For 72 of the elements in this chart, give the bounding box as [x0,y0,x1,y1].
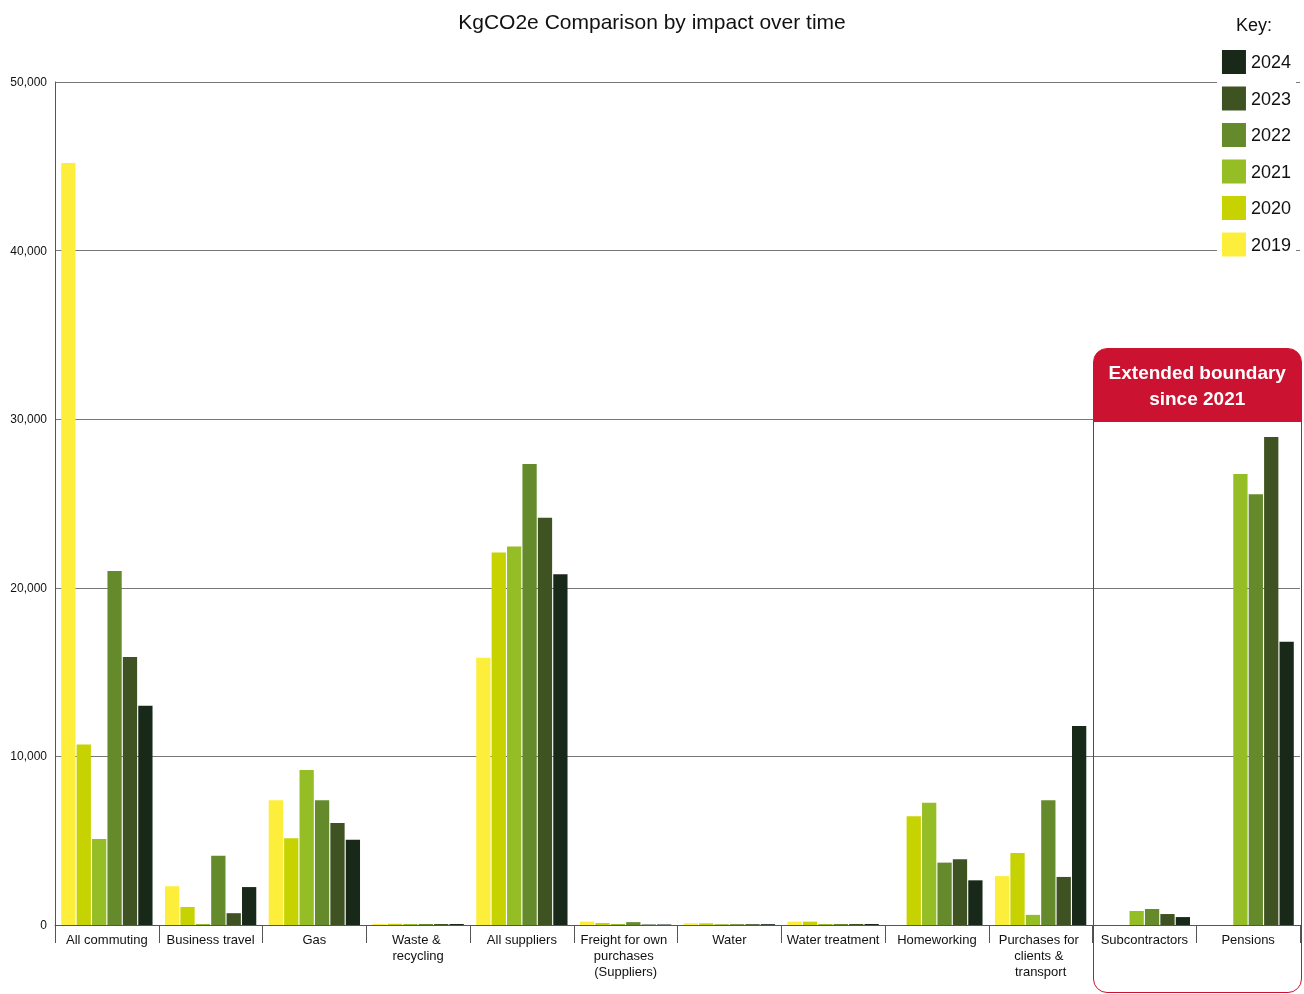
bar [968,880,983,925]
x-tick-label: Water treatment [786,931,880,947]
x-tick-label: Homeworking [897,931,977,947]
bar [180,906,195,925]
bar [1248,494,1263,925]
bar [1144,908,1160,925]
y-tick-label: 10,000 [10,749,48,764]
y-tick-label: 20,000 [10,580,48,595]
y-tick-label: 40,000 [10,243,48,258]
y-tick-label: 50,000 [10,75,48,89]
bar [345,839,361,925]
bar [537,517,553,925]
bar [906,816,921,925]
legend-title: Key: [1235,15,1273,35]
legend-label: 2021 [1250,161,1291,182]
bar [1233,474,1248,925]
bar [268,800,283,925]
bar [330,823,345,925]
bar [1129,911,1144,925]
bar [553,574,568,925]
x-tick-label: All suppliers [486,931,558,947]
x-tick-label: Water [712,931,748,947]
bar [595,922,610,925]
bar [994,876,1010,925]
bar [138,705,153,925]
bar [314,800,330,925]
bar [122,656,138,925]
x-tick-label: All commuting [66,931,148,947]
x-tick-label: Freight for own purchases (Suppliers) [580,931,671,979]
x-tick-label: Waste & recycling [391,931,445,963]
bar [1025,914,1041,925]
bar [76,744,91,925]
bar [211,855,226,925]
bar [1056,876,1071,925]
bar [226,913,241,925]
legend-label: 2019 [1250,234,1291,255]
bar [1041,800,1056,925]
x-tick-label: Business travel [166,931,255,947]
bar [522,463,537,925]
legend-label: 2022 [1250,125,1291,145]
bar [922,802,937,925]
bar [491,552,506,925]
bar [476,657,491,925]
bar [61,162,76,925]
legend-label: 2024 [1250,52,1291,72]
x-tick-label: Purchases for clients & transport [998,931,1083,979]
bar [1010,853,1025,925]
bar [952,859,968,925]
annotation: Extended boundary since 2021 [1093,349,1301,422]
bar [1175,917,1191,925]
bar [164,886,180,925]
bar [1279,641,1294,925]
x-tick-label: Pensions [1221,931,1276,947]
chart-title: KgCO2e Comparison by impact over time [458,10,846,33]
bar [299,769,314,925]
bar [1160,914,1175,925]
y-tick-label: 0 [40,918,48,932]
bar [107,570,122,925]
x-tick-label: Gas [302,931,327,947]
bar [937,862,952,925]
bar [284,838,299,925]
y-tick-label: 30,000 [10,412,48,427]
x-tick-label: Subcontractors [1100,931,1189,947]
bar [507,546,522,925]
bar [242,887,257,925]
legend-label: 2020 [1250,198,1291,218]
bar [92,839,107,925]
bar [1072,726,1087,925]
bar [1264,436,1279,925]
legend-label: 2023 [1250,88,1291,109]
bar [787,921,802,925]
bar [626,922,641,925]
